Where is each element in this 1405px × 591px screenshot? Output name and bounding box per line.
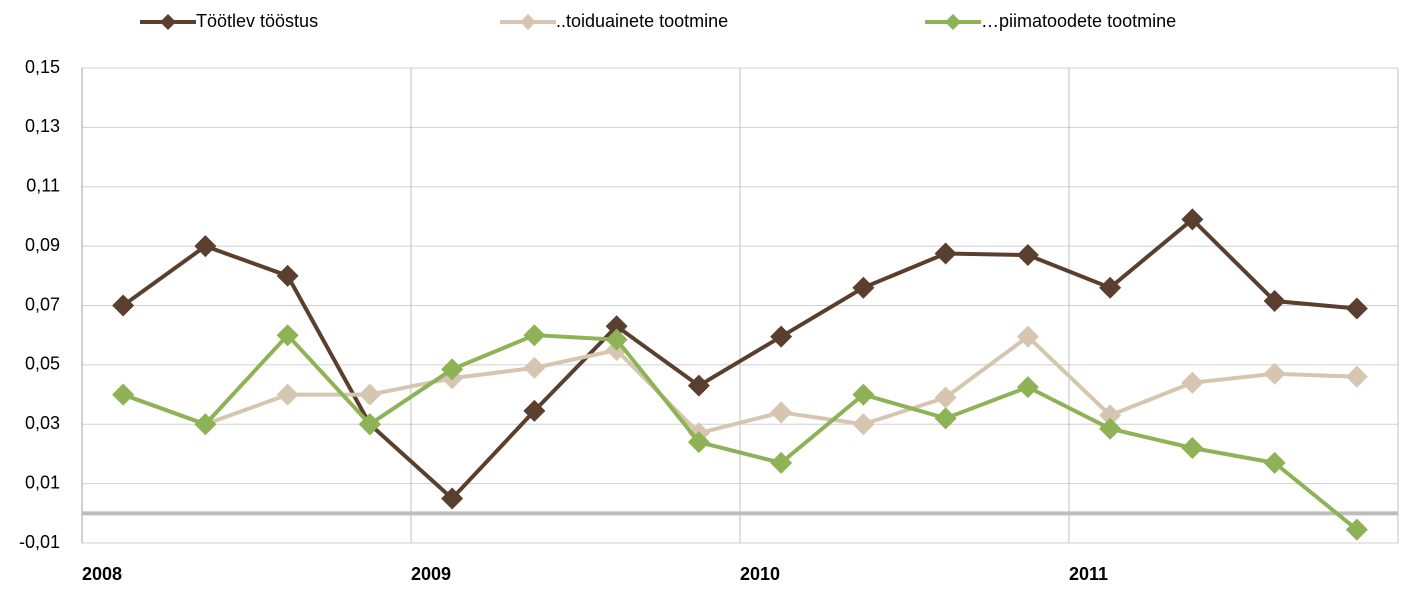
marker (770, 401, 793, 424)
marker (1263, 451, 1286, 474)
marker (1263, 290, 1286, 313)
marker (1016, 244, 1039, 267)
y-tick-label: 0,07 (25, 294, 60, 314)
marker (934, 242, 957, 265)
marker (934, 386, 957, 409)
series-line (122, 332, 1359, 532)
marker (605, 315, 628, 338)
marker (1016, 325, 1039, 348)
legend-label: ..toiduainete tootmine (556, 11, 728, 31)
marker (770, 451, 793, 474)
marker (358, 383, 381, 406)
y-tick-label: 0,01 (25, 472, 60, 492)
marker (112, 294, 135, 317)
marker (1181, 437, 1204, 459)
marker (770, 325, 793, 348)
marker (687, 374, 710, 397)
marker (276, 383, 299, 406)
marker (1345, 297, 1368, 320)
x-tick-label: 2011 (1069, 564, 1108, 584)
y-tick-label: 0,03 (25, 413, 60, 433)
x-tick-label: 2008 (82, 564, 122, 584)
marker (1099, 276, 1122, 299)
y-tick-label: 0,05 (25, 354, 60, 374)
marker (276, 264, 299, 287)
marker (1181, 371, 1204, 394)
marker (852, 276, 875, 299)
x-tick-label: 2009 (411, 564, 451, 584)
legend-marker (945, 14, 961, 30)
y-tick-label: 0,11 (26, 176, 60, 196)
legend-label: Töötlev tööstus (196, 11, 318, 31)
marker (276, 324, 299, 347)
marker (1345, 365, 1368, 388)
marker (1263, 362, 1286, 385)
marker (358, 413, 381, 436)
series-line (121, 216, 1358, 502)
marker (605, 328, 628, 351)
marker (687, 431, 710, 454)
marker (1345, 518, 1368, 541)
y-tick-label: 0,15 (25, 57, 60, 77)
marker (1016, 376, 1039, 399)
y-tick-label: 0,13 (25, 116, 60, 136)
y-tick-label: 0,09 (25, 235, 60, 255)
marker (523, 399, 546, 422)
marker (112, 383, 135, 406)
series-line (122, 334, 1357, 436)
marker (194, 413, 217, 436)
marker (441, 487, 464, 510)
marker (934, 407, 957, 430)
marker (1181, 208, 1204, 231)
marker (1099, 404, 1122, 427)
marker (852, 383, 875, 406)
marker (523, 356, 546, 379)
marker (441, 358, 464, 381)
legend-label: …piimatoodete tootmine (981, 11, 1176, 31)
marker (523, 324, 546, 347)
legend-marker (520, 14, 536, 30)
x-tick-label: 2010 (740, 564, 780, 584)
marker (194, 235, 217, 258)
y-tick-label: -0,01 (19, 532, 60, 552)
marker (852, 413, 875, 436)
marker (1099, 417, 1122, 440)
legend-marker (160, 14, 176, 30)
